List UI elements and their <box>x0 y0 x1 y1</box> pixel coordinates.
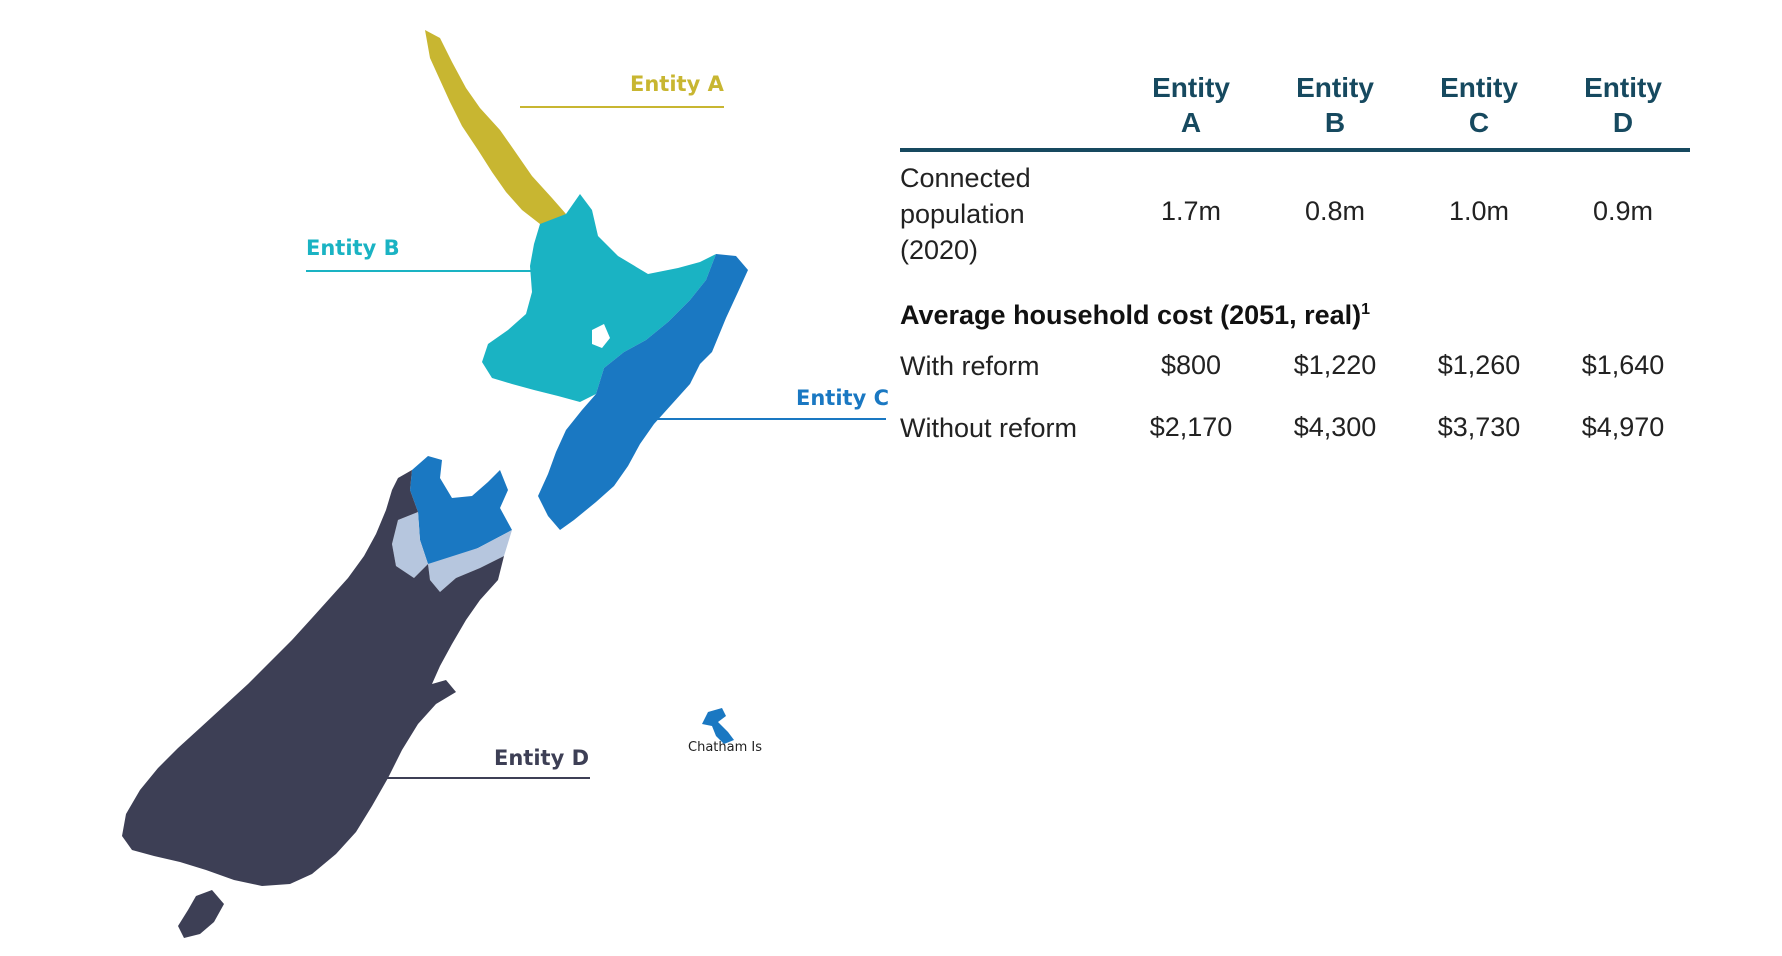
column-header-entity-b: Entity B <box>1296 72 1374 138</box>
entity-d-map-label: Entity D <box>494 746 590 770</box>
population-entity-d: 0.9m <box>1592 196 1654 226</box>
entity-b-map-label: Entity B <box>306 236 400 260</box>
average-household-cost-heading: Average household cost (2051, real)1 <box>900 300 1371 330</box>
entity-b-leader-line <box>306 270 548 272</box>
with-reform-entity-b: $1,220 <box>1293 350 1377 380</box>
entity-a-leader-line <box>520 106 724 108</box>
chatham-islands-label: Chatham Is <box>688 740 762 755</box>
column-header-entity-d: Entity D <box>1584 72 1662 138</box>
unassigned-region-west <box>392 512 428 578</box>
without-reform-entity-b: $4,300 <box>1293 412 1377 442</box>
lake-taupo <box>592 324 610 348</box>
entity-b-region <box>482 194 716 402</box>
entity-d-leader-line <box>340 777 590 779</box>
footnote-marker: 1 <box>1361 301 1371 318</box>
entity-c-south-region <box>410 456 512 564</box>
new-zealand-entity-map <box>122 30 748 938</box>
stewart-island <box>178 890 224 938</box>
population-entity-b: 0.8m <box>1304 196 1366 226</box>
entity-d-region <box>122 470 504 886</box>
without-reform-entity-a: $2,170 <box>1149 412 1233 442</box>
population-entity-c: 1.0m <box>1448 196 1510 226</box>
chatham-islands <box>702 708 734 744</box>
without-reform-label: Without reform <box>900 413 1078 443</box>
without-reform-entity-d: $4,970 <box>1581 412 1665 442</box>
column-header-entity-a: Entity A <box>1152 72 1230 138</box>
entity-c-north-region <box>538 254 748 530</box>
entity-comparison-table: Entity A Entity B Entity C Entity D Connecte… <box>900 60 1700 480</box>
with-reform-entity-c: $1,260 <box>1437 350 1521 380</box>
entity-c-map-label: Entity C <box>796 386 889 410</box>
entity-a-map-label: Entity A <box>630 72 724 96</box>
with-reform-entity-a: $800 <box>1160 350 1222 380</box>
entity-a-region <box>425 30 566 224</box>
with-reform-label: With reform <box>900 351 1040 381</box>
with-reform-entity-d: $1,640 <box>1581 350 1665 380</box>
without-reform-entity-c: $3,730 <box>1437 412 1521 442</box>
column-header-entity-c: Entity C <box>1440 72 1518 138</box>
population-entity-a: 1.7m <box>1160 196 1222 226</box>
connected-population-label: Connected population (2020) <box>900 163 1031 265</box>
unassigned-region-east <box>428 530 512 592</box>
entity-c-leader-line <box>648 418 886 420</box>
header-rule <box>900 148 1690 152</box>
